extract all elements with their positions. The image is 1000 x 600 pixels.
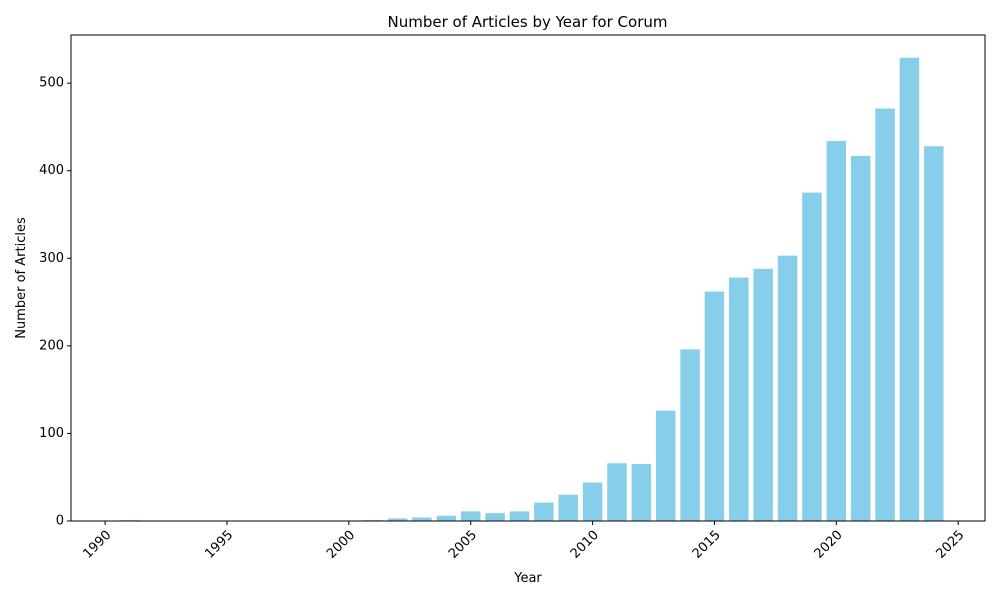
x-tick-label: 2005 [446, 528, 480, 562]
x-tick-label: 2010 [568, 528, 602, 562]
bar-2006 [485, 513, 505, 521]
x-tick-label: 2000 [324, 528, 358, 562]
x-tick-label: 2020 [812, 528, 846, 562]
y-tick-label: 500 [39, 76, 64, 91]
bar-2007 [509, 511, 530, 521]
y-tick-label: 200 [39, 338, 64, 353]
bar-2008 [534, 502, 554, 521]
chart-title: Number of Articles by Year for Corum [388, 13, 668, 31]
bar-2017 [753, 268, 773, 521]
bar-2019 [802, 192, 822, 521]
bar-2016 [729, 277, 749, 521]
bar-2012 [631, 464, 652, 521]
bar-2002 [387, 518, 408, 521]
x-tick-label: 1990 [80, 528, 114, 562]
y-axis: 0 100 200 300 400 500 [39, 76, 71, 529]
bar-2010 [582, 482, 603, 521]
bars-group [119, 57, 944, 521]
y-tick-label: 300 [39, 251, 64, 266]
bar-2005 [460, 511, 481, 521]
x-axis: 1990 1995 2000 2005 2010 2015 2020 2025 [80, 521, 967, 562]
bar-2022 [875, 108, 895, 521]
bar-2024 [924, 146, 944, 521]
bar-2023 [899, 57, 920, 521]
x-tick-label: 2015 [690, 528, 724, 562]
bar-2018 [777, 255, 798, 521]
bar-2013 [655, 410, 676, 521]
bar-2004 [436, 515, 457, 521]
plot-frame [70, 34, 986, 522]
bar-2009 [558, 494, 578, 521]
bar-2015 [704, 291, 725, 521]
y-tick-label: 100 [39, 426, 64, 441]
bar-2020 [826, 140, 847, 521]
bar-2021 [850, 155, 871, 521]
x-tick-label: 1995 [202, 528, 236, 562]
bar-2011 [607, 463, 627, 521]
y-tick-label: 400 [39, 163, 64, 178]
y-axis-label: Number of Articles [14, 217, 29, 339]
x-tick-label: 2025 [933, 528, 967, 562]
bar-2003 [412, 517, 432, 521]
bar-2014 [680, 349, 700, 521]
y-tick-label: 0 [56, 514, 64, 529]
x-axis-label: Year [513, 571, 542, 586]
